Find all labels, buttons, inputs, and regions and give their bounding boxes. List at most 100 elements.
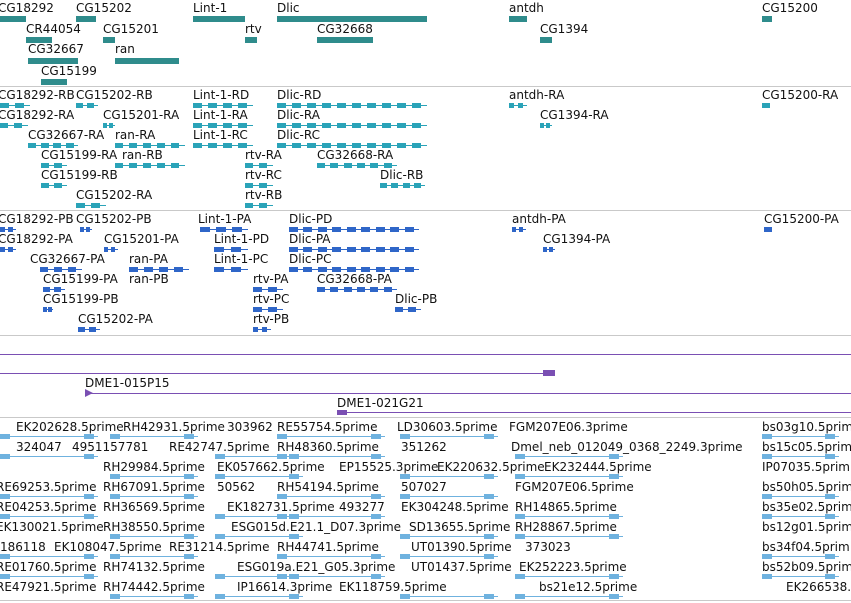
transcripts_flybase-label[interactable]: CG32668-RA bbox=[317, 148, 394, 162]
genes-label[interactable]: CG15202 bbox=[76, 1, 132, 15]
est-block[interactable] bbox=[277, 454, 287, 459]
est-line[interactable] bbox=[277, 436, 385, 437]
exon-block[interactable] bbox=[144, 267, 153, 272]
exon-block[interactable] bbox=[519, 227, 523, 232]
est-block[interactable] bbox=[184, 434, 194, 439]
exon-block[interactable] bbox=[111, 247, 115, 252]
gene-feature[interactable] bbox=[509, 16, 527, 22]
est-block[interactable] bbox=[84, 434, 94, 439]
exon-block[interactable] bbox=[277, 103, 286, 108]
exon-block[interactable] bbox=[509, 103, 514, 108]
ests-label[interactable]: 324047 bbox=[16, 440, 62, 454]
exon-block[interactable] bbox=[412, 103, 421, 108]
exon-block[interactable] bbox=[764, 227, 768, 232]
exon-block[interactable] bbox=[361, 227, 370, 232]
exon-block[interactable] bbox=[367, 103, 376, 108]
exon-block[interactable] bbox=[41, 143, 49, 148]
exon-block[interactable] bbox=[322, 143, 331, 148]
exon-block[interactable] bbox=[143, 163, 151, 168]
transcripts_gadfly-label[interactable]: CG18292-PB bbox=[0, 212, 74, 226]
exon-block[interactable] bbox=[208, 143, 217, 148]
est-block[interactable] bbox=[609, 574, 619, 579]
exon-block[interactable] bbox=[54, 287, 61, 292]
genes-label[interactable]: CR44054 bbox=[26, 22, 81, 36]
exon-block[interactable] bbox=[766, 103, 770, 108]
exon-block[interactable] bbox=[307, 103, 316, 108]
exon-block[interactable] bbox=[40, 267, 48, 272]
est-line[interactable] bbox=[277, 516, 385, 517]
est-block[interactable] bbox=[84, 554, 94, 559]
exon-block[interactable] bbox=[332, 227, 341, 232]
est-block[interactable] bbox=[110, 434, 120, 439]
exon-block[interactable] bbox=[352, 103, 361, 108]
exon-block[interactable] bbox=[268, 307, 277, 312]
exon-block[interactable] bbox=[303, 247, 312, 252]
est-block[interactable] bbox=[84, 494, 94, 499]
transcripts_flybase-label[interactable]: ran-RB bbox=[122, 148, 163, 162]
est-line[interactable] bbox=[400, 476, 498, 477]
est-block[interactable] bbox=[762, 514, 772, 519]
exon-block[interactable] bbox=[292, 103, 301, 108]
ests-label[interactable]: EK108047.5prime bbox=[54, 540, 162, 554]
exon-block[interactable] bbox=[103, 123, 107, 128]
exon-block[interactable] bbox=[347, 227, 356, 232]
transcripts_gadfly-label[interactable]: CG1394-PA bbox=[543, 232, 611, 246]
ests-label[interactable]: 351262 bbox=[401, 440, 447, 454]
transcripts_flybase-label[interactable]: Dlic-RC bbox=[277, 128, 320, 142]
est-block[interactable] bbox=[84, 514, 94, 519]
est-line[interactable] bbox=[515, 516, 623, 517]
exon-block[interactable] bbox=[208, 103, 217, 108]
exon-block[interactable] bbox=[277, 143, 286, 148]
est-line[interactable] bbox=[110, 596, 198, 597]
exon-block[interactable] bbox=[376, 267, 385, 272]
ests-label[interactable]: RH48360.5prime bbox=[277, 440, 379, 454]
ests-label[interactable]: RH74132.5prime bbox=[103, 560, 205, 574]
exon-block[interactable] bbox=[357, 163, 365, 168]
est-line[interactable] bbox=[0, 516, 98, 517]
ests-label[interactable]: 373023 bbox=[525, 540, 571, 554]
exon-block[interactable] bbox=[54, 267, 62, 272]
est-block[interactable] bbox=[371, 434, 381, 439]
exon-block[interactable] bbox=[193, 103, 202, 108]
est-block[interactable] bbox=[484, 494, 494, 499]
exon-block[interactable] bbox=[223, 143, 232, 148]
exon-block[interactable] bbox=[322, 123, 331, 128]
genes-label[interactable]: CG32667 bbox=[28, 42, 84, 56]
exon-block[interactable] bbox=[245, 163, 253, 168]
transcripts_gadfly-label[interactable]: CG18292-PA bbox=[0, 232, 73, 246]
genes-label[interactable]: rtv bbox=[245, 22, 262, 36]
exon-block[interactable] bbox=[245, 183, 253, 188]
exon-block[interactable] bbox=[104, 247, 108, 252]
transcripts_gadfly-label[interactable]: Dlic-PD bbox=[289, 212, 333, 226]
est-block[interactable] bbox=[515, 454, 525, 459]
exon-block[interactable] bbox=[397, 103, 406, 108]
exon-block[interactable] bbox=[318, 267, 327, 272]
est-line[interactable] bbox=[762, 516, 839, 517]
exon-block[interactable] bbox=[540, 123, 544, 128]
exon-block[interactable] bbox=[347, 267, 356, 272]
exon-block[interactable] bbox=[238, 123, 247, 128]
ests-label[interactable]: EK232444.5prime bbox=[544, 460, 652, 474]
transcripts_flybase-label[interactable]: Lint-1-RA bbox=[193, 108, 248, 122]
ests-label[interactable]: EK220632.5prime bbox=[437, 460, 545, 474]
exon-block[interactable] bbox=[89, 327, 96, 332]
exon-block[interactable] bbox=[43, 307, 47, 312]
exon-block[interactable] bbox=[259, 163, 267, 168]
ests-label[interactable]: 303962 bbox=[227, 420, 273, 434]
exon-block[interactable] bbox=[307, 143, 316, 148]
exon-block[interactable] bbox=[8, 227, 13, 232]
est-line[interactable] bbox=[277, 576, 385, 577]
est-block[interactable] bbox=[289, 534, 299, 539]
exon-block[interactable] bbox=[53, 143, 61, 148]
transcripts_flybase-label[interactable]: Lint-1-RC bbox=[193, 128, 248, 142]
est-block[interactable] bbox=[110, 594, 120, 599]
ests-label[interactable]: EK182731.5prime bbox=[227, 500, 335, 514]
exon-block[interactable] bbox=[214, 247, 224, 252]
ests-label[interactable]: RH44741.5prime bbox=[277, 540, 379, 554]
transcripts_gadfly-label[interactable]: Lint-1-PC bbox=[214, 252, 269, 266]
exon-block[interactable] bbox=[253, 327, 258, 332]
exon-block[interactable] bbox=[208, 123, 217, 128]
est-block[interactable] bbox=[762, 454, 772, 459]
gene-feature[interactable] bbox=[317, 37, 373, 43]
exon-block[interactable] bbox=[28, 143, 36, 148]
